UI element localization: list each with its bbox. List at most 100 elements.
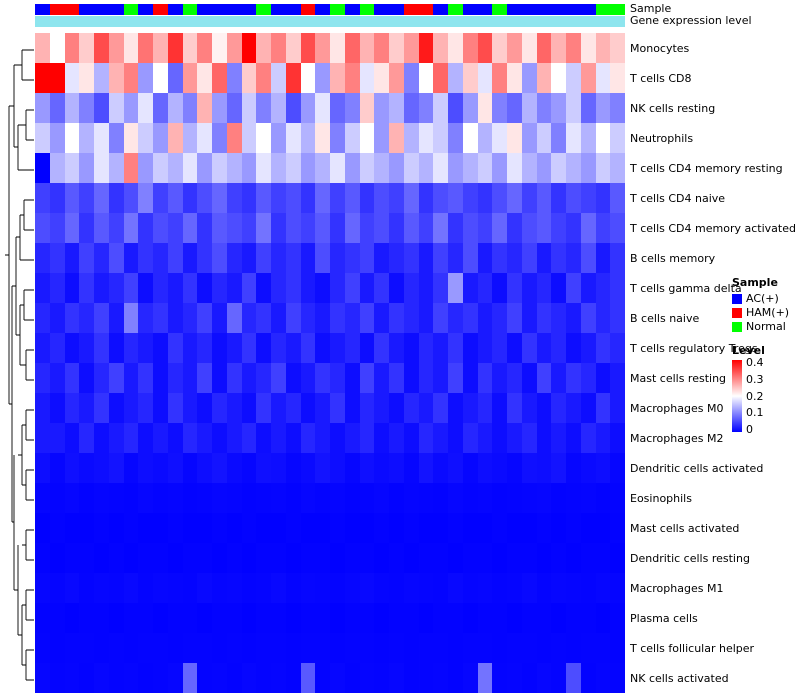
heatmap-cell	[374, 243, 389, 273]
sample-annotation-cell	[256, 4, 271, 15]
heatmap-cell	[477, 663, 493, 693]
heatmap-cell	[418, 153, 434, 183]
heatmap-cell	[610, 423, 625, 453]
heatmap-cell	[536, 183, 552, 213]
heatmap-cell	[595, 573, 611, 603]
heatmap-cell	[300, 33, 316, 63]
heatmap-cell	[197, 243, 212, 273]
heatmap-cell	[521, 33, 537, 63]
heatmap-cell	[153, 33, 168, 63]
heatmap-cell	[551, 453, 566, 483]
heatmap-cell	[477, 573, 493, 603]
heatmap-cell	[315, 453, 330, 483]
heatmap-cell	[285, 63, 301, 93]
heatmap-cell	[94, 513, 109, 543]
heatmap-cell	[330, 513, 345, 543]
heatmap-cell	[374, 453, 389, 483]
sample-annotation-cell	[35, 4, 50, 15]
heatmap-cell	[595, 453, 611, 483]
heatmap-cell	[94, 543, 109, 573]
heatmap-cell	[462, 423, 478, 453]
heatmap-cell	[256, 453, 271, 483]
level-ticks: 0.4 0.3 0.2 0.1 0	[746, 357, 764, 435]
heatmap-cell	[64, 453, 80, 483]
heatmap-cell	[492, 273, 507, 303]
heatmap-cell	[610, 483, 625, 513]
heatmap-cell	[167, 393, 183, 423]
heatmap-cell	[212, 663, 227, 693]
heatmap-cell	[566, 33, 581, 63]
heatmap-cell	[477, 483, 493, 513]
heatmap-cell	[35, 483, 50, 513]
heatmap-cell	[167, 633, 183, 663]
heatmap-cell	[418, 423, 434, 453]
heatmap-cell	[256, 153, 271, 183]
heatmap-cell	[403, 63, 419, 93]
heatmap-cell	[330, 453, 345, 483]
heatmap-cell	[521, 483, 537, 513]
heatmap-cell	[35, 573, 50, 603]
heatmap-cell	[433, 63, 448, 93]
sample-annotation-cell	[197, 4, 212, 15]
heatmap-cell	[182, 633, 198, 663]
heatmap-cell	[389, 573, 404, 603]
heatmap-cell	[138, 453, 153, 483]
heatmap-cell	[197, 63, 212, 93]
heatmap-cell	[595, 273, 611, 303]
heatmap-cell	[212, 573, 227, 603]
sample-annotation-cell	[610, 4, 625, 15]
heatmap-cell	[138, 573, 153, 603]
heatmap-cell	[241, 483, 257, 513]
legend-swatch	[732, 321, 742, 332]
heatmap-cell	[477, 423, 493, 453]
heatmap-cell	[64, 213, 80, 243]
sample-annotation-cell	[507, 4, 522, 15]
heatmap-cell	[79, 333, 94, 363]
heatmap-cell	[580, 573, 596, 603]
heatmap-cell	[212, 303, 227, 333]
heatmap-cell	[610, 603, 625, 633]
heatmap-cell	[315, 393, 330, 423]
heatmap-cell	[492, 543, 507, 573]
heatmap-cell	[285, 483, 301, 513]
heatmap-cell	[551, 633, 566, 663]
heatmap-cell	[521, 213, 537, 243]
heatmap-cell	[256, 513, 271, 543]
heatmap-cell	[507, 153, 522, 183]
heatmap-cell	[285, 573, 301, 603]
sample-annotation-cell	[418, 4, 434, 15]
heatmap-cell	[580, 513, 596, 543]
heatmap-cell	[212, 63, 227, 93]
heatmap-cell	[123, 603, 139, 633]
heatmap-cell	[241, 303, 257, 333]
heatmap-cell	[315, 93, 330, 123]
heatmap-cell	[580, 33, 596, 63]
heatmap-cell	[551, 93, 566, 123]
sample-annotation-cell	[433, 4, 448, 15]
heatmap-cell	[182, 243, 198, 273]
heatmap-cell	[580, 153, 596, 183]
heatmap-cell	[359, 543, 375, 573]
heatmap-cell	[403, 93, 419, 123]
heatmap-cell	[374, 363, 389, 393]
heatmap-cell	[300, 183, 316, 213]
heatmap-cell	[94, 93, 109, 123]
heatmap-cell	[315, 33, 330, 63]
heatmap-cell	[197, 573, 212, 603]
heatmap-cell	[315, 543, 330, 573]
heatmap-cell	[138, 393, 153, 423]
heatmap-cell	[285, 183, 301, 213]
heatmap-cell	[167, 543, 183, 573]
heatmap-cell	[536, 513, 552, 543]
heatmap-cell	[49, 183, 65, 213]
heatmap-cell	[507, 483, 522, 513]
heatmap-cell	[153, 603, 168, 633]
heatmap-cell	[138, 93, 153, 123]
heatmap-cell	[153, 243, 168, 273]
heatmap-cell	[389, 483, 404, 513]
heatmap-cell	[226, 573, 242, 603]
heatmap-cell	[433, 213, 448, 243]
heatmap-cell	[374, 213, 389, 243]
heatmap-cell	[35, 93, 50, 123]
heatmap-cell	[462, 333, 478, 363]
